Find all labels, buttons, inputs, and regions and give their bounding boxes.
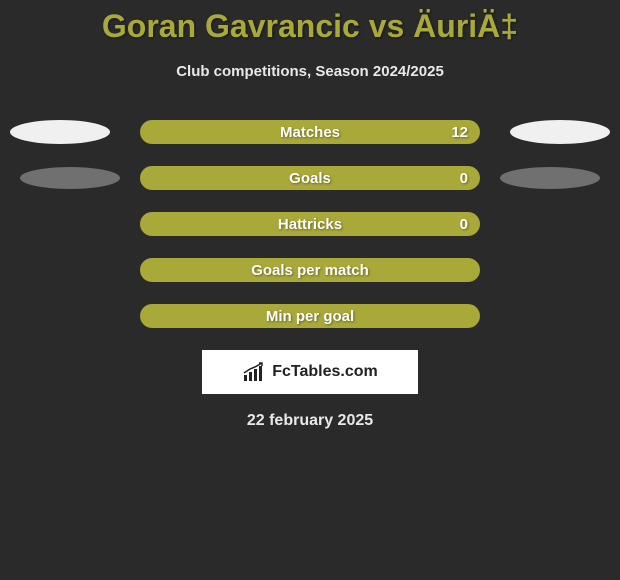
stat-bar-goals-per-match: Goals per match (140, 258, 480, 282)
stat-bar-min-per-goal: Min per goal (140, 304, 480, 328)
subtitle: Club competitions, Season 2024/2025 (0, 63, 620, 80)
stat-row-matches: Matches 12 (0, 120, 620, 144)
infographic-container: Goran Gavrancic vs ÄuriÄ‡ Club competiti… (0, 0, 620, 430)
stat-bar-matches: Matches 12 (140, 120, 480, 144)
stat-label: Goals per match (251, 262, 369, 279)
stat-label: Hattricks (278, 216, 342, 233)
stat-value: 0 (460, 170, 468, 187)
stat-label: Goals (289, 170, 331, 187)
right-marker-goals (500, 167, 600, 189)
left-marker-goals (20, 167, 120, 189)
logo-box: FcTables.com (202, 350, 418, 394)
date-text: 22 february 2025 (0, 412, 620, 430)
logo-chart-icon (242, 361, 268, 383)
left-marker-matches (10, 120, 110, 144)
stat-value: 12 (451, 124, 468, 141)
stat-row-goals: Goals 0 (0, 166, 620, 190)
logo: FcTables.com (242, 361, 378, 383)
stat-value: 0 (460, 216, 468, 233)
stat-row-hattricks: Hattricks 0 (0, 212, 620, 236)
stat-bar-goals: Goals 0 (140, 166, 480, 190)
stat-label: Matches (280, 124, 340, 141)
stat-row-goals-per-match: Goals per match (0, 258, 620, 282)
logo-text: FcTables.com (272, 363, 378, 381)
stat-bar-hattricks: Hattricks 0 (140, 212, 480, 236)
page-title: Goran Gavrancic vs ÄuriÄ‡ (0, 8, 620, 45)
stat-label: Min per goal (266, 308, 354, 325)
stat-row-min-per-goal: Min per goal (0, 304, 620, 328)
right-marker-matches (510, 120, 610, 144)
